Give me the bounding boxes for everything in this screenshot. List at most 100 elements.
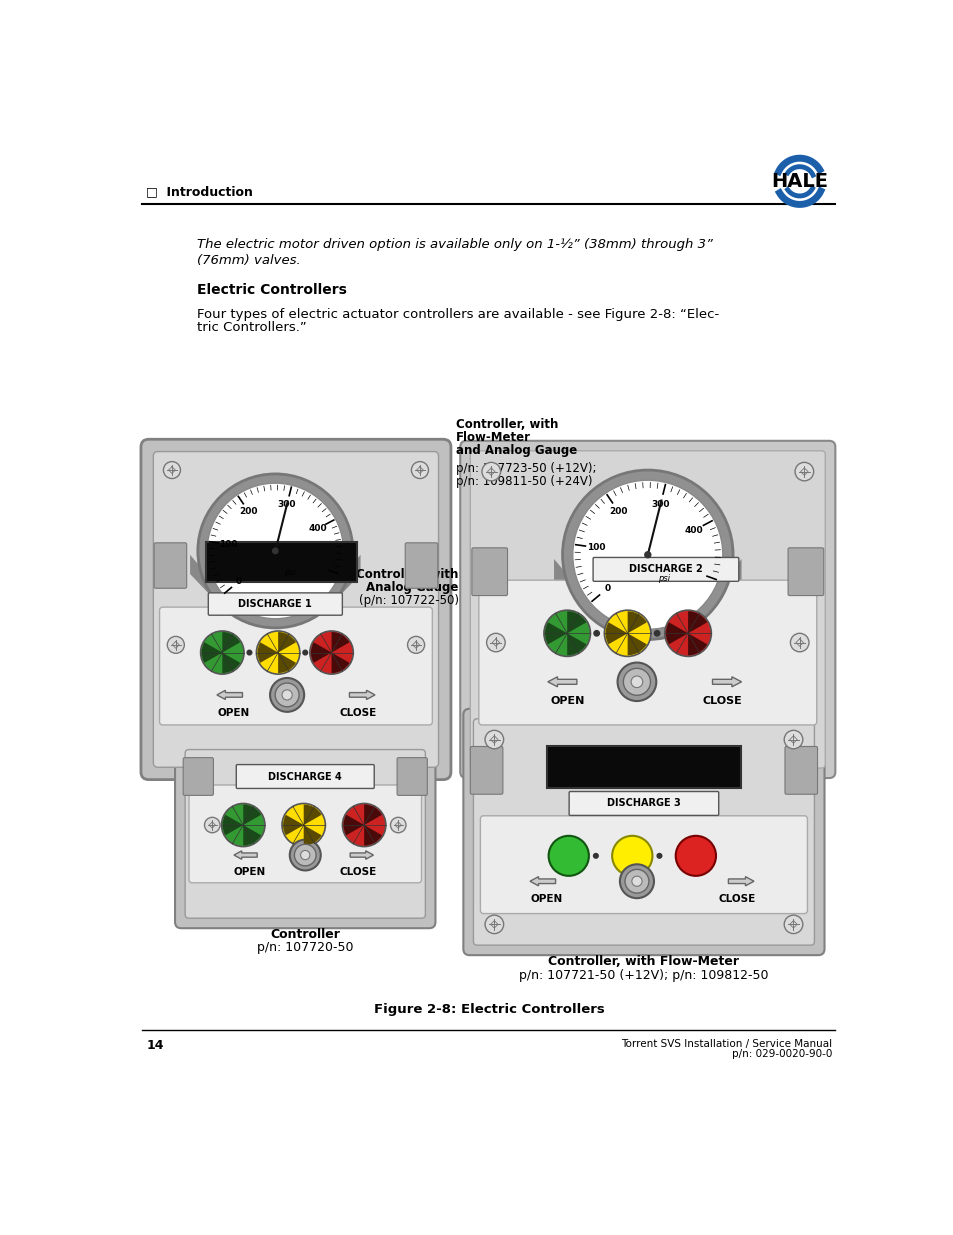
Circle shape (617, 662, 656, 701)
Text: 400: 400 (308, 524, 327, 534)
Circle shape (247, 651, 252, 655)
Text: p/n: 107721-50 (+12V); p/n: 109812-50: p/n: 107721-50 (+12V); p/n: 109812-50 (518, 969, 768, 982)
Text: 0: 0 (235, 577, 241, 585)
Text: 400: 400 (684, 526, 702, 535)
Circle shape (163, 462, 180, 478)
Text: □  Introduction: □ Introduction (146, 185, 253, 199)
FancyBboxPatch shape (189, 785, 421, 883)
Circle shape (407, 636, 424, 653)
Wedge shape (222, 652, 240, 673)
Circle shape (562, 471, 732, 640)
Circle shape (204, 818, 220, 832)
Circle shape (200, 631, 244, 674)
Wedge shape (364, 804, 381, 825)
Wedge shape (665, 622, 687, 645)
Text: psi: psi (284, 568, 296, 577)
Text: Flow-Meter: Flow-Meter (456, 431, 531, 443)
Circle shape (207, 483, 343, 619)
Text: 200: 200 (609, 508, 627, 516)
Circle shape (290, 840, 320, 871)
Text: Analog Gauge: Analog Gauge (366, 580, 458, 594)
Polygon shape (530, 877, 555, 885)
Text: 0: 0 (604, 584, 610, 593)
Text: OPEN: OPEN (217, 708, 250, 718)
Text: p/n: 107720-50: p/n: 107720-50 (256, 941, 354, 955)
Wedge shape (627, 634, 646, 656)
Circle shape (221, 804, 265, 846)
FancyBboxPatch shape (478, 580, 816, 725)
Circle shape (342, 804, 385, 846)
Wedge shape (278, 632, 295, 652)
FancyBboxPatch shape (159, 608, 432, 725)
Text: 300: 300 (277, 500, 295, 509)
Wedge shape (343, 815, 364, 835)
Text: psi: psi (658, 574, 670, 583)
FancyBboxPatch shape (141, 440, 451, 779)
Circle shape (654, 631, 659, 636)
FancyBboxPatch shape (473, 719, 814, 945)
Circle shape (794, 462, 813, 480)
Text: OPEN: OPEN (233, 867, 265, 877)
Text: Four types of electric actuator controllers are available - see Figure 2-8: “Ele: Four types of electric actuator controll… (196, 308, 719, 321)
Circle shape (543, 610, 590, 656)
Polygon shape (331, 555, 360, 605)
Text: 300: 300 (651, 500, 669, 509)
Circle shape (644, 552, 650, 558)
FancyBboxPatch shape (153, 452, 438, 767)
Wedge shape (687, 634, 706, 656)
Bar (206, 542, 356, 582)
Wedge shape (332, 652, 349, 673)
Text: The electric motor driven option is available only on 1-½” (38mm) through 3”: The electric motor driven option is avai… (196, 238, 712, 251)
FancyBboxPatch shape (185, 750, 425, 918)
FancyBboxPatch shape (470, 746, 502, 794)
Text: and Analog Gauge: and Analog Gauge (456, 443, 577, 457)
Wedge shape (303, 825, 321, 846)
Circle shape (783, 730, 802, 748)
Polygon shape (349, 690, 375, 699)
Circle shape (572, 480, 722, 630)
FancyBboxPatch shape (208, 593, 342, 615)
Wedge shape (222, 632, 240, 652)
FancyBboxPatch shape (396, 757, 427, 795)
Text: CLOSE: CLOSE (339, 708, 376, 718)
Wedge shape (257, 642, 278, 663)
FancyBboxPatch shape (472, 548, 507, 595)
Text: (p/n: 107722-50): (p/n: 107722-50) (358, 594, 458, 608)
Circle shape (548, 836, 588, 876)
Text: p/n: 029-0020-90-0: p/n: 029-0020-90-0 (731, 1049, 831, 1060)
FancyBboxPatch shape (183, 757, 213, 795)
Text: CLOSE: CLOSE (701, 695, 741, 705)
Wedge shape (243, 825, 261, 846)
Circle shape (484, 915, 503, 934)
Text: Controller, with Flow-Meter: Controller, with Flow-Meter (548, 955, 739, 968)
Text: Torrent SVS Installation / Service Manual: Torrent SVS Installation / Service Manua… (620, 1039, 831, 1049)
Circle shape (631, 876, 641, 887)
Wedge shape (544, 622, 567, 645)
Circle shape (310, 631, 353, 674)
Text: 14: 14 (146, 1039, 164, 1052)
Wedge shape (311, 642, 332, 663)
Polygon shape (547, 677, 577, 687)
Bar (546, 746, 740, 788)
Circle shape (593, 853, 598, 858)
Text: DISCHARGE 2: DISCHARGE 2 (628, 564, 702, 574)
Wedge shape (364, 825, 381, 846)
Wedge shape (201, 642, 222, 663)
FancyBboxPatch shape (236, 764, 374, 788)
Text: HALE: HALE (770, 172, 827, 191)
Text: 100: 100 (586, 543, 604, 552)
Polygon shape (190, 555, 219, 605)
Text: DISCHARGE 1: DISCHARGE 1 (238, 599, 312, 609)
Circle shape (411, 462, 428, 478)
Wedge shape (627, 611, 646, 634)
Circle shape (256, 631, 299, 674)
Wedge shape (567, 611, 586, 634)
Text: DISCHARGE 4: DISCHARGE 4 (268, 772, 342, 782)
FancyBboxPatch shape (174, 740, 435, 929)
Circle shape (484, 730, 503, 748)
Text: CLOSE: CLOSE (718, 894, 755, 904)
Circle shape (657, 853, 661, 858)
Wedge shape (567, 634, 586, 656)
Text: Controller: Controller (270, 929, 340, 941)
FancyBboxPatch shape (154, 543, 187, 588)
